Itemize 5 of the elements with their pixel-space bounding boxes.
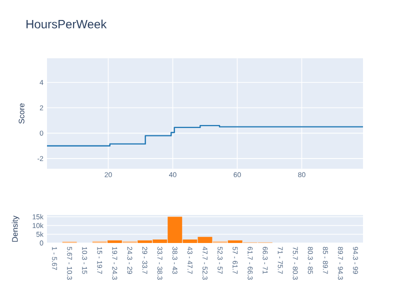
bar bbox=[228, 240, 242, 243]
y-axis-title: Density bbox=[12, 216, 20, 242]
chart-title: HoursPerWeek bbox=[26, 20, 107, 28]
y-axis-title: Score bbox=[18, 103, 24, 124]
bar bbox=[107, 240, 122, 243]
